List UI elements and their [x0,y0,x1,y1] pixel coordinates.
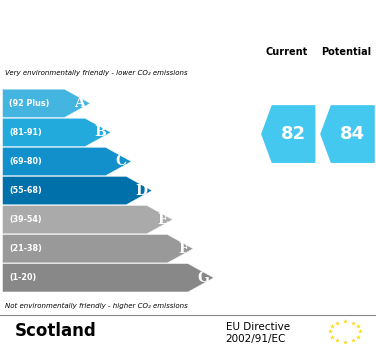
Text: (92 Plus): (92 Plus) [9,99,49,108]
Text: (69-80): (69-80) [9,157,42,166]
Text: 82: 82 [280,125,306,143]
Text: (81-91): (81-91) [9,128,42,137]
Polygon shape [3,176,152,205]
Polygon shape [3,235,193,263]
Polygon shape [3,264,214,292]
Text: Current: Current [266,47,308,57]
Text: F: F [178,242,188,256]
Polygon shape [3,147,131,176]
Polygon shape [3,118,111,147]
Text: 84: 84 [340,125,365,143]
Polygon shape [3,205,173,234]
Text: EU Directive: EU Directive [226,322,290,332]
Polygon shape [261,105,315,163]
Text: E: E [157,213,168,227]
Text: Very environmentally friendly - lower CO₂ emissions: Very environmentally friendly - lower CO… [5,70,188,76]
Polygon shape [3,89,90,118]
Text: G: G [197,271,209,285]
Text: (21-38): (21-38) [9,244,42,253]
Text: Potential: Potential [321,47,371,57]
Text: Not environmentally friendly - higher CO₂ emissions: Not environmentally friendly - higher CO… [5,302,188,309]
Text: A: A [74,96,85,110]
Text: (39-54): (39-54) [9,215,42,224]
Text: C: C [115,155,127,168]
Text: Scotland: Scotland [15,323,97,340]
Text: (1-20): (1-20) [9,273,36,282]
Text: Environmental Impact (CO₂) Rating: Environmental Impact (CO₂) Rating [38,13,338,27]
Text: B: B [95,125,106,140]
Polygon shape [320,105,375,163]
Text: D: D [136,183,148,198]
Text: 2002/91/EC: 2002/91/EC [226,334,286,344]
Text: (55-68): (55-68) [9,186,42,195]
